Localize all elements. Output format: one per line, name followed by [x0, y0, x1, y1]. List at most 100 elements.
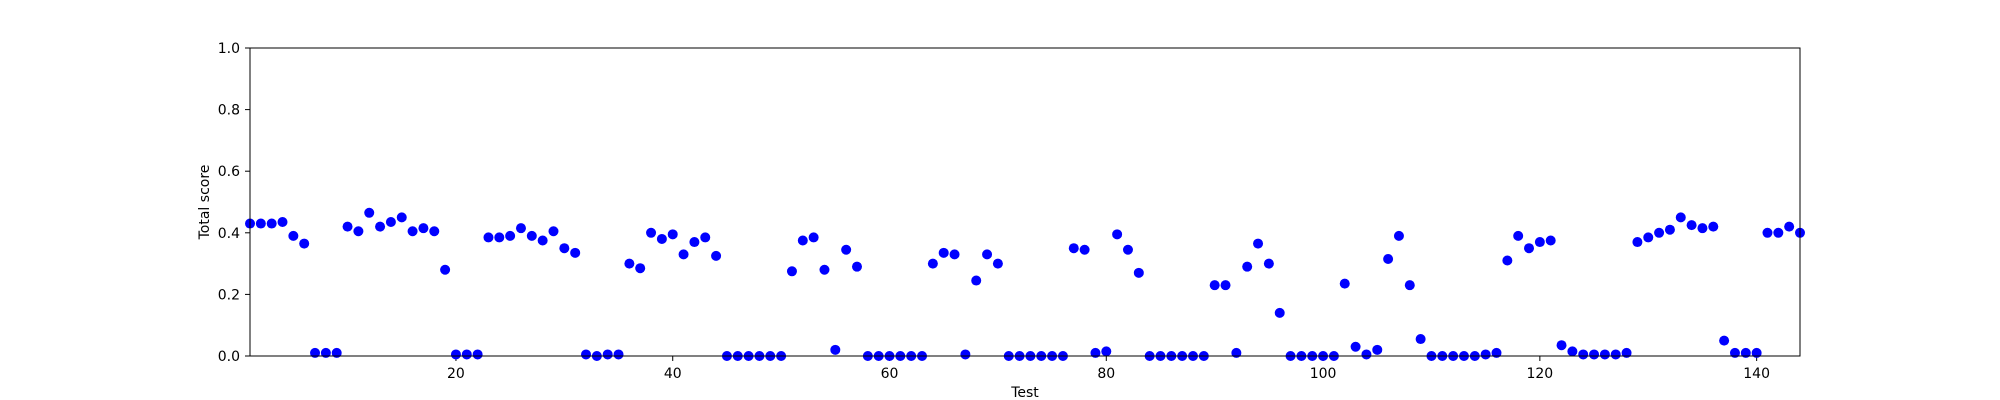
data-point	[1719, 335, 1730, 346]
data-point	[1209, 280, 1220, 291]
y-tick-label: 0.8	[218, 103, 240, 119]
data-point	[1112, 229, 1123, 240]
data-point	[1664, 224, 1675, 235]
data-point	[971, 275, 982, 286]
data-point	[1415, 334, 1426, 345]
data-point	[1361, 349, 1372, 360]
data-point	[1090, 347, 1101, 358]
data-point	[1589, 349, 1600, 360]
data-point	[1545, 235, 1556, 246]
x-tick-label: 80	[1097, 366, 1115, 382]
data-point	[320, 347, 331, 358]
data-point	[711, 250, 722, 261]
data-point	[288, 230, 299, 241]
data-point	[559, 243, 570, 254]
plot-frame	[249, 47, 1801, 357]
data-point	[429, 226, 440, 237]
data-point	[927, 258, 938, 269]
data-point	[656, 233, 667, 244]
data-point	[949, 249, 960, 260]
data-point	[1263, 258, 1274, 269]
data-point	[418, 223, 429, 234]
data-point	[960, 349, 971, 360]
data-point	[1242, 261, 1253, 272]
data-point	[1773, 227, 1784, 238]
data-point	[277, 217, 288, 228]
data-point	[635, 263, 646, 274]
data-point	[570, 247, 581, 258]
x-tick-label: 60	[881, 366, 899, 382]
data-point	[1079, 244, 1090, 255]
data-point	[1274, 307, 1285, 318]
data-point	[1524, 243, 1535, 254]
data-point	[624, 258, 635, 269]
data-point	[689, 237, 700, 248]
data-point	[1686, 220, 1697, 231]
data-point	[1578, 349, 1589, 360]
data-point	[1231, 347, 1242, 358]
data-point	[266, 218, 277, 229]
data-point	[1708, 221, 1719, 232]
data-point	[1513, 230, 1524, 241]
data-point	[1480, 349, 1491, 360]
data-point	[1762, 227, 1773, 238]
data-point	[819, 264, 830, 275]
data-point	[1220, 280, 1231, 291]
y-tick-label: 0.6	[218, 164, 240, 180]
data-point	[494, 232, 505, 243]
data-point	[1534, 237, 1545, 248]
data-point	[1556, 340, 1567, 351]
data-point	[440, 264, 451, 275]
data-point	[1643, 232, 1654, 243]
data-point	[1621, 347, 1632, 358]
data-point	[1729, 347, 1740, 358]
data-point	[375, 221, 386, 232]
data-point	[1675, 212, 1686, 223]
points-layer	[245, 207, 1805, 361]
x-tick-label: 120	[1526, 366, 1553, 382]
data-point	[982, 249, 993, 260]
y-tick-label: 0.4	[218, 226, 240, 242]
data-point	[331, 347, 342, 358]
x-tick-label: 100	[1310, 366, 1337, 382]
data-point	[1751, 347, 1762, 358]
data-point	[1339, 278, 1350, 289]
data-point	[396, 212, 407, 223]
data-point	[1697, 223, 1708, 234]
x-tick-label: 140	[1743, 366, 1770, 382]
data-point	[1784, 221, 1795, 232]
data-point	[1068, 243, 1079, 254]
data-point	[472, 349, 483, 360]
data-point	[385, 217, 396, 228]
data-point	[526, 230, 537, 241]
data-point	[1393, 230, 1404, 241]
data-point	[938, 247, 949, 258]
data-point	[1632, 237, 1643, 248]
data-point	[808, 232, 819, 243]
data-point	[1122, 244, 1133, 255]
data-point	[602, 349, 613, 360]
data-point	[483, 232, 494, 243]
data-point	[830, 344, 841, 355]
y-axis-label: Total score	[197, 165, 213, 241]
data-point	[851, 261, 862, 272]
data-point	[1740, 347, 1751, 358]
data-point	[1599, 349, 1610, 360]
x-tick-label: 20	[447, 366, 465, 382]
y-tick-label: 0.2	[218, 287, 240, 303]
data-point	[581, 349, 592, 360]
data-point	[646, 227, 657, 238]
data-point	[537, 235, 548, 246]
data-point	[353, 226, 364, 237]
data-point	[841, 244, 852, 255]
data-point	[786, 266, 797, 277]
data-point	[678, 249, 689, 260]
data-point	[1383, 253, 1394, 264]
data-point	[700, 232, 711, 243]
data-point	[1350, 341, 1361, 352]
data-point	[255, 218, 266, 229]
data-point	[299, 238, 310, 249]
data-point	[1610, 349, 1621, 360]
x-axis-label: Test	[1010, 385, 1039, 400]
data-point	[548, 226, 559, 237]
